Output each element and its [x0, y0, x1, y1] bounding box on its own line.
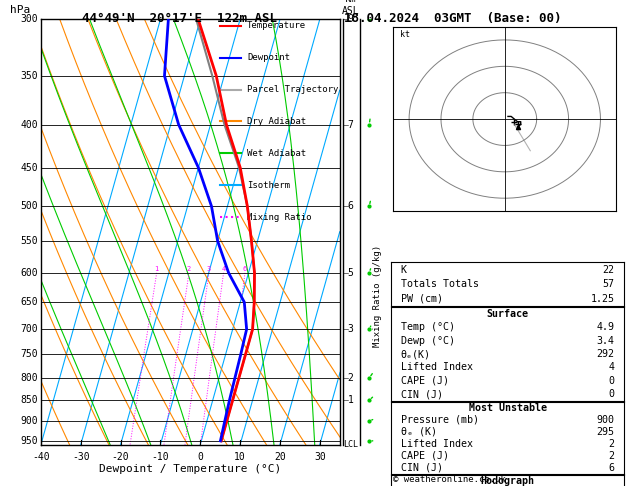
Text: 1: 1 — [348, 395, 353, 405]
Text: 900: 900 — [20, 416, 38, 426]
Text: 3.4: 3.4 — [597, 336, 615, 346]
Text: 6: 6 — [348, 201, 353, 211]
Text: kt: kt — [399, 30, 409, 39]
Text: © weatheronline.co.uk: © weatheronline.co.uk — [393, 474, 506, 484]
Text: 57: 57 — [603, 279, 615, 289]
Text: 0: 0 — [609, 376, 615, 386]
Text: 292: 292 — [597, 349, 615, 359]
Text: CAPE (J): CAPE (J) — [401, 376, 448, 386]
Text: 9: 9 — [348, 15, 353, 24]
Text: 1: 1 — [155, 266, 159, 272]
Text: Dry Adiabat: Dry Adiabat — [247, 117, 306, 126]
Text: 950: 950 — [20, 436, 38, 446]
Text: 450: 450 — [20, 163, 38, 173]
Text: Mixing Ratio: Mixing Ratio — [247, 213, 311, 222]
Text: 650: 650 — [20, 297, 38, 307]
Text: 30: 30 — [314, 452, 326, 462]
Text: -40: -40 — [32, 452, 50, 462]
Text: Dewpoint: Dewpoint — [247, 53, 290, 62]
Text: Wet Adiabat: Wet Adiabat — [247, 149, 306, 158]
Text: Lifted Index: Lifted Index — [401, 363, 472, 372]
Text: 750: 750 — [20, 349, 38, 360]
Text: 4.9: 4.9 — [597, 322, 615, 332]
Text: 18.04.2024  03GMT  (Base: 00): 18.04.2024 03GMT (Base: 00) — [344, 12, 562, 25]
Text: 1.25: 1.25 — [591, 294, 615, 304]
Text: LCL: LCL — [343, 440, 358, 449]
Text: 4: 4 — [221, 266, 226, 272]
Text: 4: 4 — [609, 363, 615, 372]
Text: Totals Totals: Totals Totals — [401, 279, 479, 289]
Text: Isotherm: Isotherm — [247, 181, 290, 190]
Text: 22: 22 — [603, 265, 615, 275]
Text: Lifted Index: Lifted Index — [401, 439, 472, 449]
Text: 6: 6 — [609, 463, 615, 473]
Text: hPa: hPa — [10, 5, 30, 15]
Text: 2: 2 — [187, 266, 191, 272]
Text: CIN (J): CIN (J) — [401, 389, 443, 399]
Text: 2: 2 — [348, 373, 353, 383]
Text: θₑ(K): θₑ(K) — [401, 349, 430, 359]
Text: Mixing Ratio (g/kg): Mixing Ratio (g/kg) — [373, 245, 382, 347]
Text: 0: 0 — [609, 389, 615, 399]
Text: 295: 295 — [597, 427, 615, 437]
Text: 800: 800 — [20, 373, 38, 383]
Text: -10: -10 — [152, 452, 169, 462]
Text: 10: 10 — [234, 452, 246, 462]
Text: 300: 300 — [20, 15, 38, 24]
Text: 3: 3 — [348, 324, 353, 334]
Text: Dewpoint / Temperature (°C): Dewpoint / Temperature (°C) — [99, 464, 281, 474]
Text: 350: 350 — [20, 71, 38, 81]
Text: 0: 0 — [198, 452, 203, 462]
Text: CAPE (J): CAPE (J) — [401, 451, 448, 461]
Text: 5: 5 — [348, 268, 353, 278]
Text: Most Unstable: Most Unstable — [469, 403, 547, 413]
Text: K: K — [401, 265, 406, 275]
Text: km
ASL: km ASL — [342, 0, 360, 16]
Text: 600: 600 — [20, 268, 38, 278]
Text: Pressure (mb): Pressure (mb) — [401, 415, 479, 425]
Text: 500: 500 — [20, 201, 38, 211]
Text: Parcel Trajectory: Parcel Trajectory — [247, 85, 338, 94]
Text: Temperature: Temperature — [247, 21, 306, 30]
Text: 20: 20 — [274, 452, 286, 462]
Text: 2: 2 — [609, 439, 615, 449]
Text: 700: 700 — [20, 324, 38, 334]
Text: Temp (°C): Temp (°C) — [401, 322, 455, 332]
Text: 550: 550 — [20, 236, 38, 246]
Text: 7: 7 — [348, 120, 353, 130]
Text: 850: 850 — [20, 395, 38, 405]
Text: 900: 900 — [597, 415, 615, 425]
Text: 44°49'N  20°17'E  122m ASL: 44°49'N 20°17'E 122m ASL — [82, 12, 277, 25]
Text: 400: 400 — [20, 120, 38, 130]
Text: Dewp (°C): Dewp (°C) — [401, 336, 455, 346]
Text: CIN (J): CIN (J) — [401, 463, 443, 473]
Text: 2: 2 — [609, 451, 615, 461]
Text: 3: 3 — [207, 266, 211, 272]
Text: -30: -30 — [72, 452, 89, 462]
Text: 6: 6 — [243, 266, 247, 272]
Text: Surface: Surface — [487, 309, 528, 319]
Text: -20: -20 — [112, 452, 130, 462]
Text: PW (cm): PW (cm) — [401, 294, 443, 304]
Text: Hodograph: Hodograph — [481, 476, 535, 486]
Text: θₑ (K): θₑ (K) — [401, 427, 437, 437]
